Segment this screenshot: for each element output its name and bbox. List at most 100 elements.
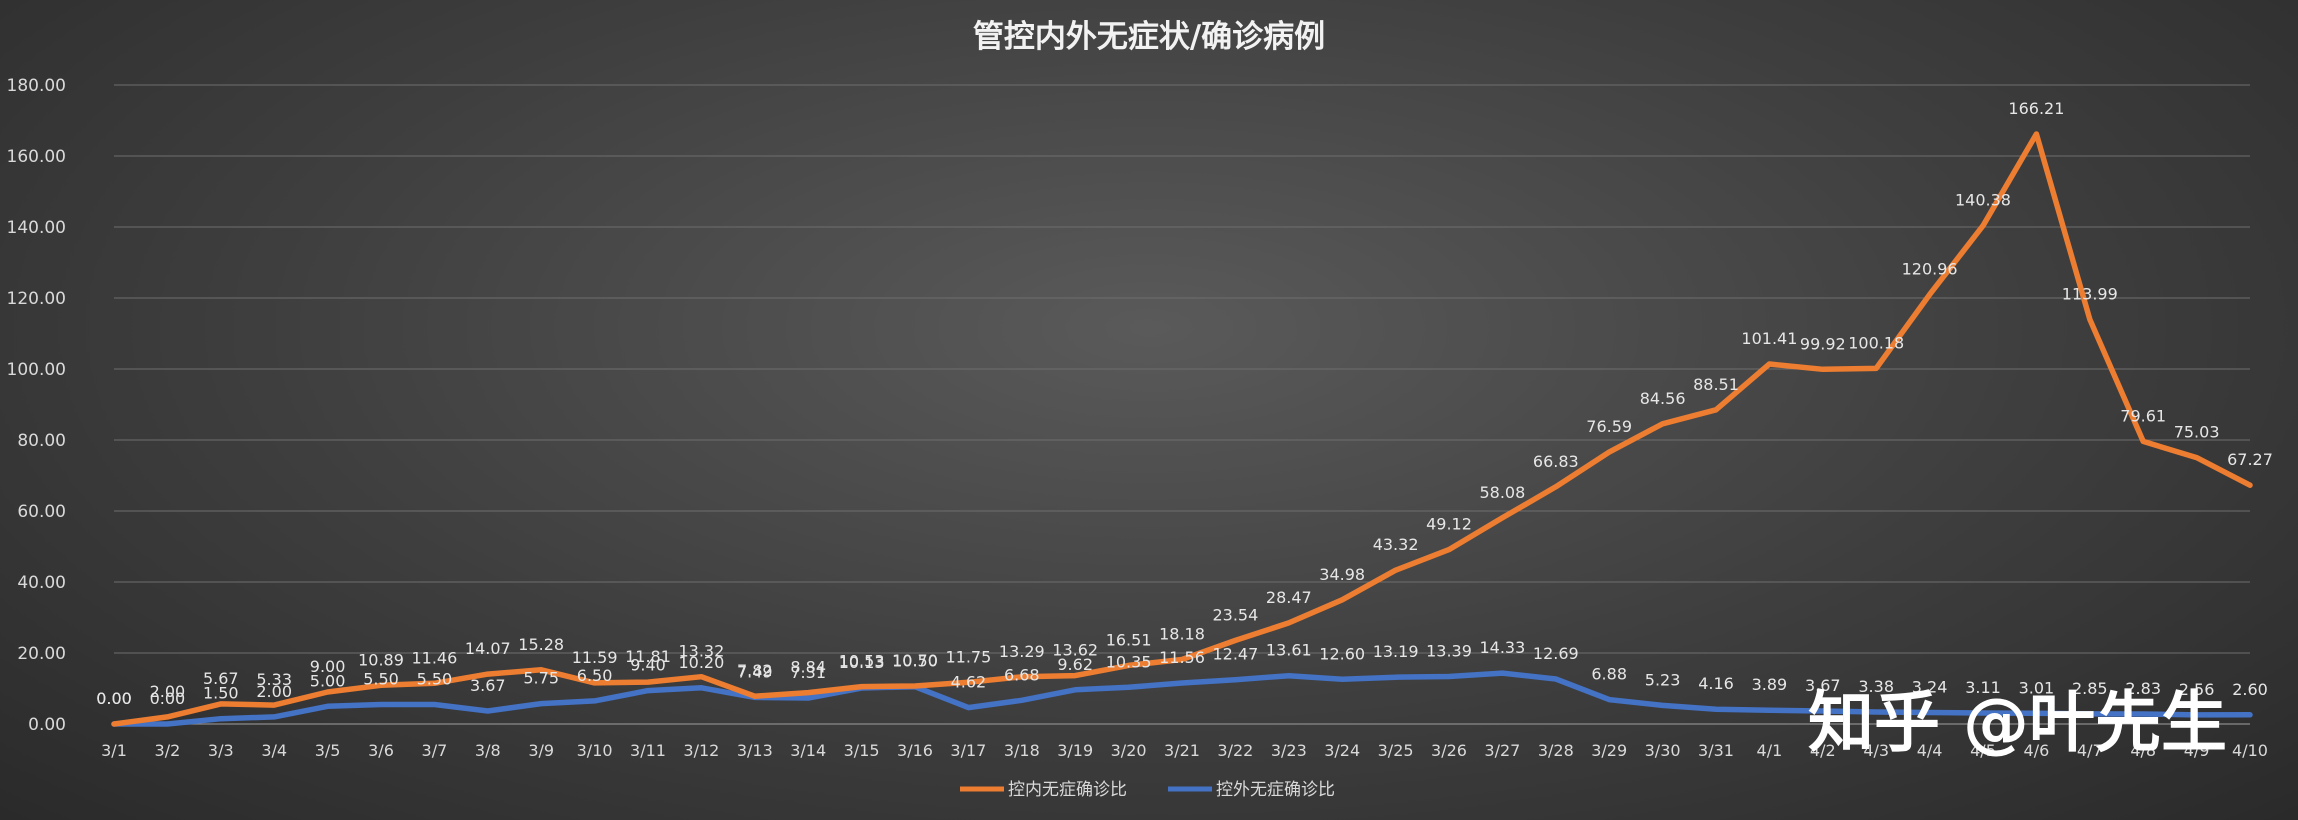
data-point	[1233, 678, 1237, 682]
y-tick-label: 0.00	[28, 715, 66, 735]
data-point	[1020, 698, 1024, 702]
data-point	[699, 675, 703, 679]
data-label: 0.00	[96, 689, 132, 708]
data-label: 3.67	[470, 676, 506, 695]
x-tick-label: 3/31	[1698, 741, 1734, 760]
x-tick-label: 3/29	[1591, 741, 1627, 760]
data-point	[913, 684, 917, 688]
x-tick-label: 3/22	[1217, 741, 1253, 760]
data-point	[379, 683, 383, 687]
data-point	[165, 715, 169, 719]
data-label: 12.47	[1212, 645, 1258, 664]
data-point	[2034, 132, 2038, 136]
data-point	[1020, 675, 1024, 679]
x-tick-label: 3/6	[368, 741, 394, 760]
data-label: 11.81	[625, 647, 671, 666]
data-label: 16.51	[1106, 630, 1152, 649]
data-point	[1287, 674, 1291, 678]
data-point	[2088, 712, 2092, 716]
data-point	[1607, 450, 1611, 454]
data-point	[646, 689, 650, 693]
data-point	[2141, 439, 2145, 443]
legend: 控内无症确诊比 控外无症确诊比	[960, 780, 1335, 800]
data-point	[1821, 367, 1825, 371]
data-label: 10.13	[839, 653, 885, 672]
data-point	[1928, 710, 1932, 714]
data-point	[219, 702, 223, 706]
x-tick-label: 3/14	[790, 741, 826, 760]
data-point	[1928, 293, 1932, 297]
data-point	[1554, 485, 1558, 489]
y-tick-label: 140.00	[7, 218, 66, 238]
data-point	[966, 706, 970, 710]
x-tick-label: 3/1	[101, 741, 127, 760]
data-point	[1714, 707, 1718, 711]
data-point	[1180, 681, 1184, 685]
data-point	[1180, 657, 1184, 661]
data-label: 9.62	[1057, 655, 1093, 674]
data-point	[432, 681, 436, 685]
data-point	[1287, 621, 1291, 625]
x-tick-label: 3/19	[1057, 741, 1093, 760]
data-label: 2.60	[2232, 680, 2268, 699]
data-label: 113.99	[2062, 284, 2118, 303]
data-label: 2.85	[2072, 679, 2108, 698]
data-label: 6.50	[577, 666, 613, 685]
data-point	[2195, 713, 2199, 717]
x-tick-label: 4/1	[1757, 741, 1783, 760]
data-point	[1767, 708, 1771, 712]
y-tick-label: 180.00	[7, 76, 66, 96]
x-tick-label: 3/9	[528, 741, 554, 760]
data-label: 7.31	[790, 663, 826, 682]
x-tick-label: 4/8	[2130, 741, 2156, 760]
x-tick-label: 3/12	[683, 741, 719, 760]
data-label: 5.33	[256, 670, 292, 689]
x-tick-label: 3/15	[844, 741, 880, 760]
data-label: 100.18	[1848, 333, 1904, 352]
data-label: 66.83	[1533, 452, 1579, 471]
data-label: 34.98	[1319, 565, 1365, 584]
x-tick-label: 3/8	[475, 741, 501, 760]
x-tick-label: 3/26	[1431, 741, 1467, 760]
x-tick-label: 3/27	[1484, 741, 1520, 760]
data-label: 3.11	[1965, 678, 2001, 697]
y-tick-label: 160.00	[7, 147, 66, 167]
x-tick-label: 3/16	[897, 741, 933, 760]
data-point	[1661, 422, 1665, 426]
series-lines	[111, 131, 2253, 727]
y-tick-label: 40.00	[17, 573, 66, 593]
data-label: 67.27	[2227, 450, 2273, 469]
data-point	[379, 702, 383, 706]
data-label: 3.89	[1752, 675, 1788, 694]
data-point	[539, 668, 543, 672]
data-label: 99.92	[1800, 334, 1846, 353]
y-tick-label: 80.00	[17, 431, 66, 451]
data-label: 5.75	[523, 669, 559, 688]
gridlines	[114, 84, 2250, 725]
x-tick-label: 3/24	[1324, 741, 1360, 760]
x-tick-label: 4/4	[1917, 741, 1943, 760]
data-label: 4.62	[951, 673, 987, 692]
x-tick-label: 4/7	[2077, 741, 2103, 760]
data-label: 6.88	[1591, 665, 1627, 684]
data-label: 79.61	[2120, 406, 2166, 425]
data-point	[966, 680, 970, 684]
data-label: 0.00	[96, 689, 132, 708]
data-point	[1874, 710, 1878, 714]
x-tick-label: 3/20	[1111, 741, 1147, 760]
data-label: 8.84	[790, 658, 826, 677]
data-label: 13.61	[1266, 641, 1312, 660]
data-label: 11.56	[1159, 648, 1205, 667]
data-label: 9.40	[630, 656, 666, 675]
data-point	[1981, 711, 1985, 715]
data-label: 49.12	[1426, 515, 1472, 534]
data-label: 58.08	[1479, 483, 1525, 502]
data-point	[486, 672, 490, 676]
data-label: 10.53	[839, 652, 885, 671]
data-point	[1554, 677, 1558, 681]
data-label: 10.70	[892, 651, 938, 670]
data-label: 3.67	[1805, 676, 1841, 695]
x-tick-label: 3/18	[1004, 741, 1040, 760]
data-point	[1874, 366, 1878, 370]
x-tick-label: 3/10	[577, 741, 613, 760]
